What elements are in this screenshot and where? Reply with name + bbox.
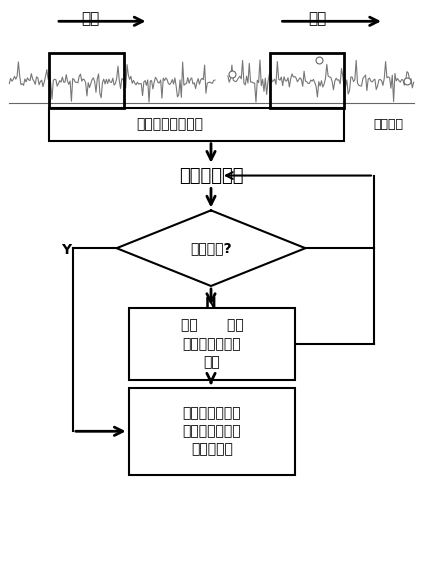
Bar <box>129 308 295 380</box>
Text: 滑动: 滑动 <box>308 11 327 26</box>
Text: 滑动: 滑动 <box>82 11 100 26</box>
Polygon shape <box>116 210 306 286</box>
Text: 查询      并推
断使用哪个基检
测器: 查询 并推 断使用哪个基检 测器 <box>181 318 243 369</box>
Text: N: N <box>205 296 217 310</box>
Text: 使用默认基检测
器并通知运维人
员标注数据: 使用默认基检测 器并通知运维人 员标注数据 <box>183 406 241 457</box>
Text: 待预测上下文信息: 待预测上下文信息 <box>137 117 204 131</box>
Text: Y: Y <box>61 243 71 257</box>
Bar <box>49 53 124 108</box>
Text: 计算重构误差: 计算重构误差 <box>179 167 243 184</box>
Bar <box>129 388 295 475</box>
Bar <box>270 53 344 108</box>
Text: 大于阈值?: 大于阈值? <box>190 241 232 255</box>
Bar <box>49 108 344 140</box>
Text: 重构数据: 重构数据 <box>374 118 404 131</box>
